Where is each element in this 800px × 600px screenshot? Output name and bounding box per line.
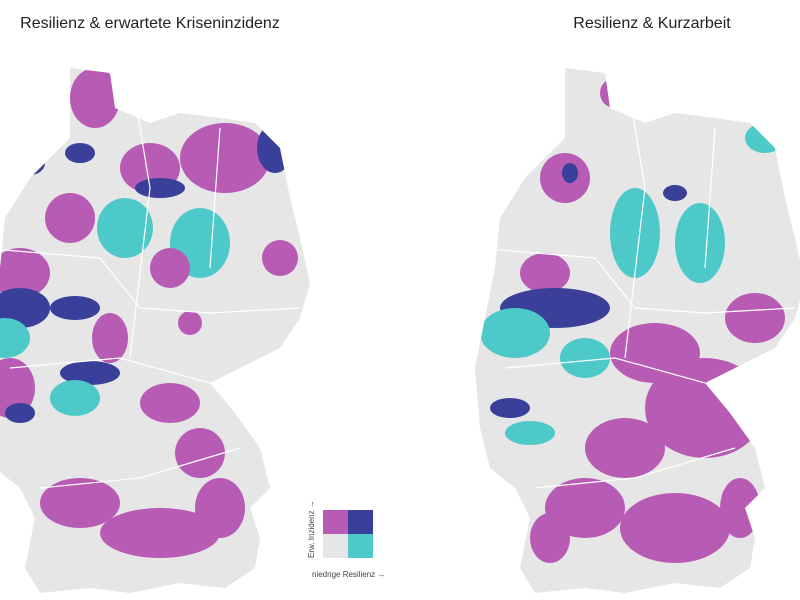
legend-cell (348, 534, 373, 558)
region-border (0, 68, 301, 489)
legend-cell (348, 510, 373, 534)
region (745, 123, 785, 153)
regions (0, 68, 301, 558)
region (50, 380, 100, 416)
region (15, 151, 45, 175)
region (60, 361, 120, 385)
map-left (0, 68, 310, 593)
legend-x-label: niedrige Resilienz → (312, 570, 385, 579)
region (150, 248, 190, 288)
region (720, 478, 760, 538)
region-border (475, 68, 796, 489)
region (195, 478, 245, 538)
region (620, 493, 730, 563)
region (50, 296, 100, 320)
map-title: Resilienz & erwartete Kriseninzidenz (20, 15, 280, 32)
legend-cell (323, 510, 348, 534)
region (40, 478, 120, 528)
region (92, 313, 128, 363)
legend-y-label: Erw. Inzidenz → (307, 500, 316, 558)
region (65, 143, 95, 163)
region (135, 178, 185, 198)
region (45, 193, 95, 243)
region (0, 318, 30, 358)
region (180, 123, 270, 193)
region (97, 198, 153, 258)
region (585, 418, 665, 478)
legend-cell (323, 534, 348, 558)
region (663, 185, 687, 201)
region (178, 311, 202, 335)
region (610, 188, 660, 278)
region (100, 508, 220, 558)
region (725, 293, 785, 343)
region (505, 421, 555, 445)
region (5, 403, 35, 423)
region (490, 398, 530, 418)
region (600, 78, 630, 108)
legend: Erw. Inzidenz → niedrige Resilienz → (307, 500, 385, 579)
map-title: Resilienz & Kurzarbeit (573, 15, 731, 32)
region (262, 240, 298, 276)
region (140, 383, 200, 423)
region (70, 68, 120, 128)
region (175, 428, 225, 478)
map-right (475, 68, 800, 593)
region (520, 253, 570, 293)
region (562, 163, 578, 183)
region (560, 338, 610, 378)
region (0, 248, 50, 298)
region (675, 203, 725, 283)
region (0, 358, 35, 418)
region (257, 123, 293, 173)
region (530, 513, 570, 563)
region (480, 308, 550, 358)
